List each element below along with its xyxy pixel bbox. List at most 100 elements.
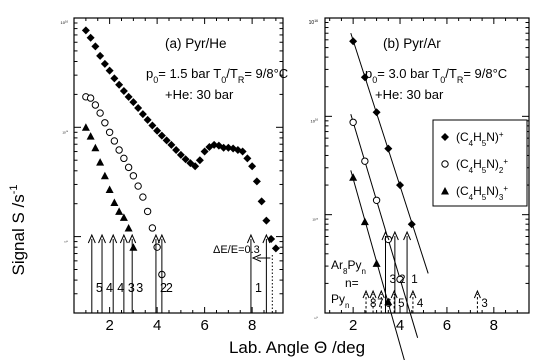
y-tick-label: 1016 (64, 241, 68, 244)
peak-arrow (128, 233, 137, 313)
data-point-circle (349, 118, 357, 126)
data-point-diamond (153, 126, 162, 135)
data-point-circle (372, 196, 381, 204)
data-point-diamond (384, 144, 393, 153)
legend: (C4H5N)+ (C4H5N)2+ (C4H5N)3+ (432, 119, 528, 207)
peak-arrow (98, 233, 106, 313)
y-tick-label: 1016 (309, 19, 318, 26)
data-point-circle (143, 207, 152, 216)
data-point-diamond (138, 110, 147, 119)
ar-n-label: n= (345, 276, 359, 290)
data-point-diamond (176, 150, 185, 159)
data-point-circle (120, 154, 128, 163)
y-tick-label: 1016 (312, 218, 318, 222)
resolution-arrow-head (251, 254, 262, 262)
py-peak-arrow (409, 289, 417, 313)
py-peak-arrow-label: 6 (385, 298, 391, 310)
data-point-triangle (91, 143, 100, 152)
data-point-triangle (360, 217, 369, 226)
py-peak-arrow (377, 289, 385, 313)
peak-arrow-label: 4 (106, 281, 113, 295)
data-point-diamond (124, 92, 133, 101)
data-point-diamond (129, 98, 138, 107)
data-point-triangle (115, 207, 124, 215)
ar-peak-arrow (381, 230, 390, 313)
data-point-diamond (224, 143, 233, 152)
plot-frame (324, 17, 530, 314)
plot-frame (73, 17, 284, 314)
py-peak-arrow-label: 3 (481, 298, 487, 310)
legend-label: (C4H5N)+ (456, 130, 504, 148)
legend-marker-triangle (441, 187, 449, 195)
peak-arrow (109, 233, 118, 313)
data-point-circle (105, 128, 114, 137)
data-point-circle (96, 109, 104, 117)
y-axis-label-exp: -1 (8, 184, 20, 194)
peak-arrow-label: 2 (160, 281, 167, 295)
data-point-diamond (86, 33, 95, 42)
peak-arrow (246, 233, 255, 313)
data-point-diamond (119, 86, 128, 95)
data-point-circle (153, 243, 161, 251)
data-point-circle (124, 163, 133, 172)
x-tick-label: 2 (349, 317, 357, 334)
y-tick-label: 1016 (314, 317, 318, 320)
data-point-circle (396, 275, 404, 284)
y-tick-label: 1016 (61, 19, 69, 25)
py-peak-arrow (390, 289, 398, 313)
condition-line: p0= 1.5 bar T0/TR= 9/8°C (146, 66, 288, 85)
panel-title: (a) Pyr/He (165, 36, 227, 51)
data-point-diamond (248, 162, 257, 171)
data-point-circle (139, 193, 147, 201)
py-peak-arrow (362, 289, 370, 313)
ar-peak-arrow-label: 2 (399, 272, 406, 286)
condition-line: p0= 3.0 bar T0/TR= 9/8°C (365, 66, 507, 85)
data-point-circle (129, 172, 138, 180)
data-point-triangle (384, 297, 393, 306)
x-tick-label: 6 (443, 317, 451, 334)
data-point-diamond (200, 147, 209, 156)
data-point-diamond (238, 147, 247, 156)
data-point-diamond (91, 42, 100, 51)
panel-title: (b) Pyr/Ar (383, 36, 441, 51)
data-point-circle (148, 224, 157, 232)
py-peak-arrow (473, 289, 481, 313)
data-point-diamond (157, 131, 166, 140)
data-point-diamond (195, 156, 204, 165)
data-point-diamond (396, 181, 405, 190)
data-point-diamond (257, 197, 266, 206)
y-tick-label: 1016 (62, 130, 68, 134)
py-peak-arrow (369, 289, 377, 313)
condition-line: +He: 30 bar (165, 87, 234, 102)
data-point-diamond (105, 66, 114, 75)
py-peak-arrow-label: 4 (417, 298, 424, 310)
peak-arrow (157, 233, 166, 313)
legend-marker-diamond (441, 133, 449, 141)
data-point-triangle (119, 213, 128, 221)
data-point-diamond (81, 26, 90, 35)
data-point-triangle (100, 171, 109, 180)
data-point-diamond (349, 37, 358, 46)
y-axis-label-text: Signal S /s (9, 194, 28, 275)
data-point-diamond (148, 121, 157, 130)
data-point-triangle (349, 173, 358, 181)
fit-line (350, 114, 419, 338)
data-point-diamond (407, 220, 416, 229)
data-point-diamond (110, 74, 119, 83)
py-peak-arrow-label: 7 (377, 298, 383, 310)
fit-line (350, 32, 429, 274)
data-point-diamond (134, 104, 143, 113)
resolution-note: ΔE/E=0.3 (213, 244, 260, 256)
ar-peak-arrow (403, 230, 412, 313)
peak-arrow-label: 4 (117, 281, 124, 295)
data-point-diamond (219, 143, 228, 152)
peak-arrow-label: 1 (255, 281, 262, 295)
peak-arrow (119, 233, 128, 313)
data-point-diamond (191, 162, 200, 171)
data-point-diamond (243, 154, 252, 163)
legend-label: (C4H5N)3+ (456, 184, 508, 202)
y-axis-label: Signal S /s-1 (8, 184, 28, 275)
x-tick-label: 6 (200, 317, 208, 334)
x-axis-label: Lab. Angle Θ /deg (229, 338, 365, 357)
